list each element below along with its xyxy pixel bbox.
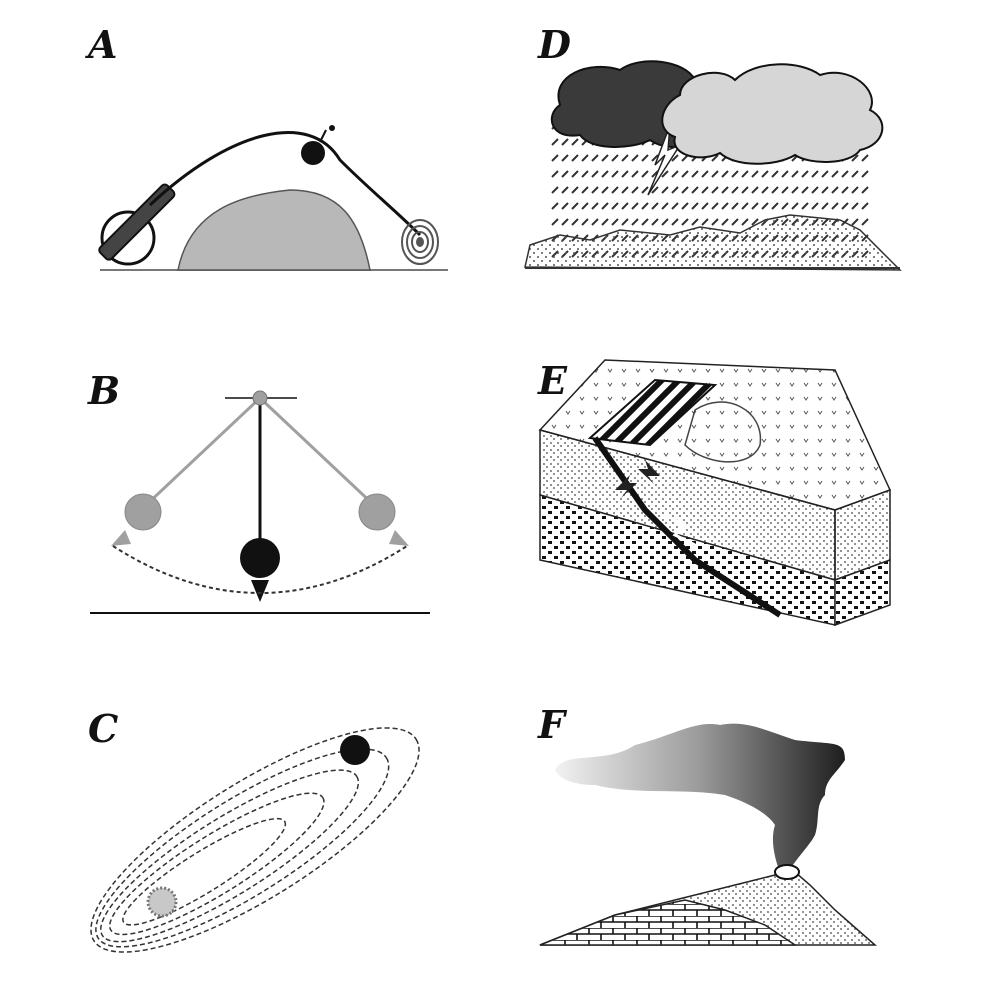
fault-block-diagram (535, 350, 900, 625)
bomb-icon (301, 125, 335, 165)
target-icon (402, 220, 438, 264)
pendulum-diagram (85, 380, 435, 630)
storm-diagram (520, 55, 900, 285)
planet-icon (340, 735, 370, 765)
cannon-icon (98, 183, 176, 264)
pendulum-rod-right (260, 398, 377, 508)
spiral-orbit (63, 690, 447, 990)
projectile-diagram (80, 110, 460, 280)
cloud-icon (662, 64, 882, 163)
star-icon (148, 888, 176, 916)
ash-plume (555, 724, 845, 872)
hill-shape (178, 190, 370, 270)
panel-label-a: A (88, 26, 117, 64)
pendulum-bob (240, 538, 280, 578)
orbit-diagram (60, 700, 450, 980)
pendulum-rod-left (143, 398, 260, 508)
volcano-diagram (535, 700, 880, 955)
pendulum-pivot (253, 391, 267, 405)
